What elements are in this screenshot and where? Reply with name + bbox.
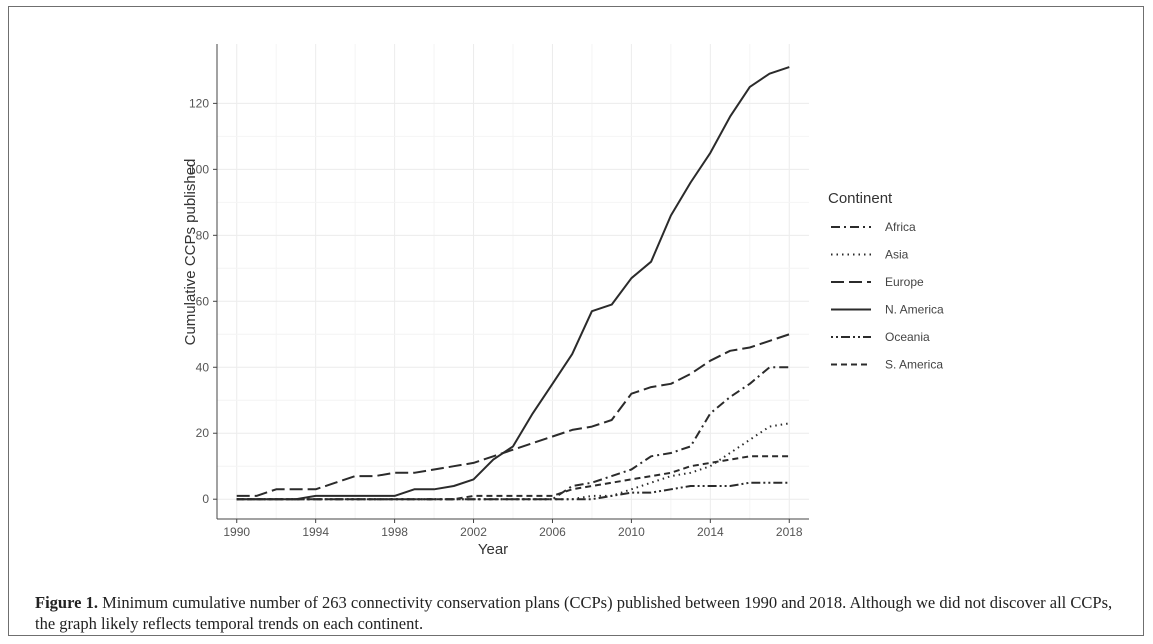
- y-tick-label: 0: [202, 492, 209, 506]
- legend-label: Europe: [885, 275, 924, 289]
- x-tick-label: 2006: [539, 525, 566, 539]
- axes: 1990 1994 1998 2002 2006 2010 2014 2018 0 20 40 60 8…: [189, 44, 809, 539]
- series-lines: [236, 66, 790, 501]
- x-tick-label: 1998: [381, 525, 408, 539]
- y-tick-label: 40: [196, 360, 210, 374]
- y-tick-label: 20: [196, 426, 210, 440]
- y-axis-title: Cumulative CCPs published: [182, 159, 199, 346]
- series-line-oceania: [236, 481, 790, 501]
- y-tick-label: 120: [189, 96, 209, 110]
- legend-label: Asia: [885, 248, 909, 262]
- line-chart: 1990 1994 1998 2002 2006 2010 2014 2018 0 20 40 60 8…: [182, 44, 944, 558]
- figure-caption: Figure 1. Minimum cumulative number of 2…: [35, 592, 1135, 634]
- x-tick-label: 2002: [460, 525, 487, 539]
- legend-label: Oceania: [885, 330, 930, 344]
- grid-lines: [217, 44, 809, 519]
- series-line-africa: [236, 366, 790, 501]
- caption-text: Minimum cumulative number of 263 connect…: [35, 593, 1113, 633]
- x-axis-title: Year: [478, 541, 508, 558]
- legend: Continent Africa Asia Europe N. America Ocea…: [828, 190, 944, 372]
- legend-label: Africa: [885, 220, 916, 234]
- legend-label: N. America: [885, 303, 944, 317]
- legend-title: Continent: [828, 190, 893, 207]
- caption-label: Figure 1.: [35, 593, 98, 612]
- x-tick-label: 2014: [697, 525, 724, 539]
- y-tick-label: 80: [196, 228, 210, 242]
- series-line-n-america: [236, 66, 790, 501]
- x-tick-label: 1994: [302, 525, 329, 539]
- legend-label: S. America: [885, 358, 943, 372]
- series-line-europe: [236, 333, 790, 497]
- y-tick-label: 100: [189, 162, 209, 176]
- x-tick-label: 1990: [223, 525, 250, 539]
- series-line-s-america: [236, 455, 790, 501]
- x-tick-label: 2018: [776, 525, 803, 539]
- y-tick-label: 60: [196, 294, 210, 308]
- x-tick-label: 2010: [618, 525, 645, 539]
- figure-frame: 1990 1994 1998 2002 2006 2010 2014 2018 0 20 40 60 8…: [8, 6, 1144, 636]
